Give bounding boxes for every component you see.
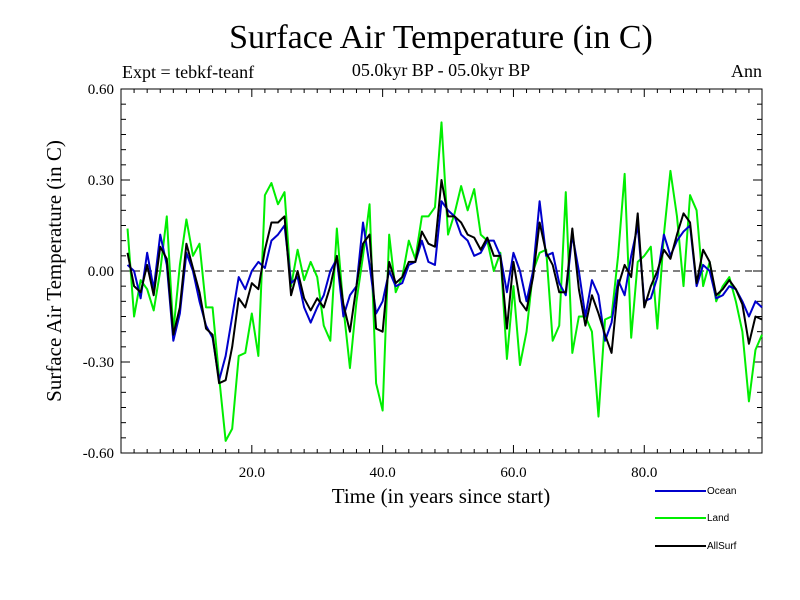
expt-label: Expt = tebkf-teanf	[122, 62, 254, 82]
series-line-ocean	[126, 200, 763, 382]
plot-area: 20.0 40.0 60.0 80.0 0.60 0.30 0.00 -0.30 -0.60	[83, 82, 763, 481]
y-tick-label: 0.30	[88, 173, 114, 189]
x-tick-label: 40.0	[370, 465, 396, 481]
x-tick-label: 80.0	[631, 465, 657, 481]
y-tick-label: -0.30	[83, 355, 114, 371]
legend-label-allsurf: AllSurf	[707, 541, 737, 552]
chart-title: Surface Air Temperature (in C)	[229, 19, 653, 56]
x-tick-label: 20.0	[239, 465, 265, 481]
legend-label-ocean: Ocean	[707, 486, 736, 497]
x-tick-label: 60.0	[500, 465, 526, 481]
y-axis-label: Surface Air Temperature (in C)	[42, 140, 66, 402]
y-tick-label: 0.60	[88, 82, 114, 98]
season-label: Ann	[731, 61, 762, 81]
chart-subtitle: 05.0kyr BP - 05.0kyr BP	[352, 60, 530, 80]
legend-label-land: Land	[707, 513, 729, 524]
legend: Ocean Land AllSurf	[655, 486, 737, 552]
y-tick-label: -0.60	[83, 446, 114, 462]
series-line-allsurf	[126, 179, 763, 385]
x-axis-label: Time (in years since start)	[332, 484, 551, 508]
y-tick-label: 0.00	[88, 264, 114, 280]
series-line-land	[126, 121, 763, 442]
